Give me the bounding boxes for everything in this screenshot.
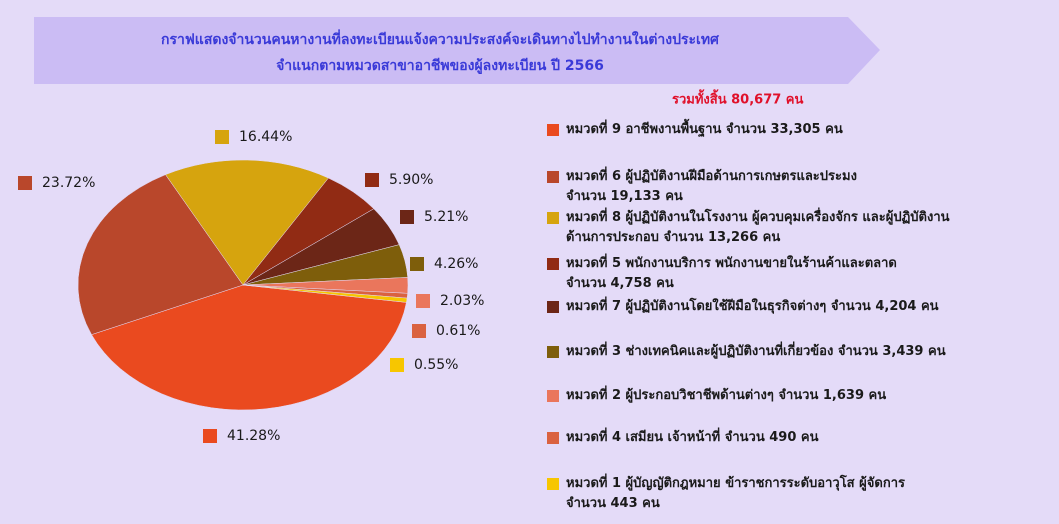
legend-swatch [547,478,559,490]
label-swatch [412,324,426,338]
legend-swatch [547,346,559,358]
label-swatch [365,173,379,187]
legend-entry: หมวดที่ 1 ผู้บัญญัติกฎหมาย ข้าราชการระดั… [566,476,905,511]
data-label: 16.44% [239,129,292,145]
legend-swatch [547,124,559,136]
legend-entry: หมวดที่ 6 ผู้ปฏิบัติงานฝีมือด้านการเกษตร… [566,169,857,204]
label-swatch [400,210,414,224]
data-label: 0.55% [414,357,458,373]
legend-entry: หมวดที่ 9 อาชีพงานพื้นฐาน จำนวน 33,305 ค… [566,122,843,137]
data-label: 23.72% [42,175,95,191]
total-annotation: รวมทั้งสิ้น 80,677 คน [672,89,804,108]
data-label: 5.21% [424,209,468,225]
legend-entry: หมวดที่ 8 ผู้ปฏิบัติงานในโรงงาน ผู้ควบคุ… [566,210,950,245]
legend-entry: หมวดที่ 3 ช่างเทคนิคและผู้ปฏิบัติงานที่เ… [566,344,946,359]
label-swatch [18,176,32,190]
pie-slice [242,284,408,303]
label-swatch [203,429,217,443]
legend-entry: หมวดที่ 4 เสมียน เจ้าหน้าที่ จำนวน 490 ค… [566,430,819,445]
pie-slice [77,174,244,335]
label-swatch [416,294,430,308]
label-swatch [215,130,229,144]
label-swatch [390,358,404,372]
data-label: 5.90% [389,172,433,188]
chart-subtitle: จำแนกตามหมวดสาขาอาชีพของผู้ลงทะเบียน ปี … [276,58,604,74]
data-label: 0.61% [436,323,480,339]
data-label: 2.03% [440,293,484,309]
pie-slice [91,284,407,411]
title-banner [34,17,880,84]
data-label: 4.26% [434,256,478,272]
label-swatch [410,257,424,271]
legend-swatch [547,258,559,270]
pie-slice [165,159,329,286]
chart-title: กราฟแสดงจำนวนคนหางานที่ลงทะเบียนแจ้งความ… [161,29,720,48]
legend-swatch [547,212,559,224]
legend-swatch [547,390,559,402]
legend-entry: หมวดที่ 5 พนักงานบริการ พนักงานขายในร้าน… [566,256,897,291]
legend-swatch [547,301,559,313]
legend-swatch [547,432,559,444]
data-label: 41.28% [227,428,280,444]
legend-entry: หมวดที่ 7 ผู้ปฏิบัติงานโดยใช้ฝีมือในธุรก… [566,299,939,314]
legend-swatch [547,171,559,183]
legend-entry: หมวดที่ 2 ผู้ประกอบวิชาชีพด้านต่างๆ จำนว… [566,388,887,403]
